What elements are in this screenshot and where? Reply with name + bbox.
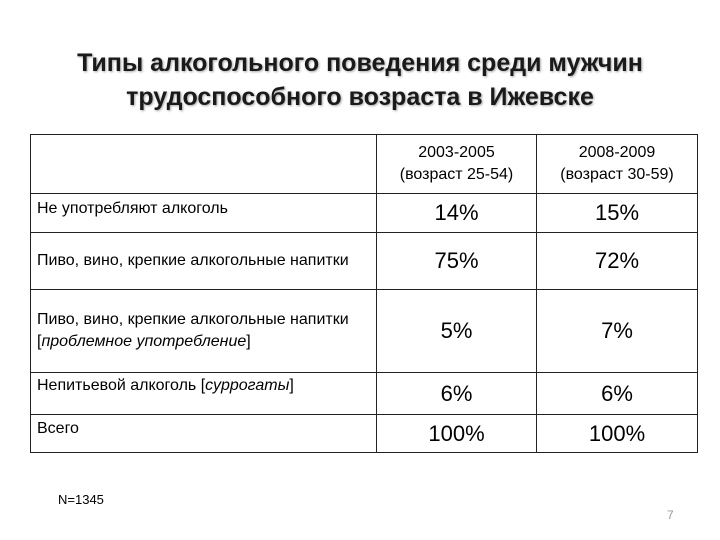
- header-age-2: (возраст 30-59): [560, 166, 674, 183]
- row-value-2003: 14%: [376, 193, 537, 233]
- row-label-bracket-open: [: [200, 377, 206, 394]
- row-label-main: Непитьевой алкоголь: [37, 377, 197, 394]
- table-row: Пиво, вино, крепкие алкогольные напитки …: [30, 289, 698, 373]
- title-line-1: Типы алкогольного поведения среди мужчин: [77, 49, 643, 77]
- row-label-italic: суррогаты: [205, 377, 290, 394]
- alcohol-behavior-table: 2003-2005 (возраст 25-54) 2008-2009 (воз…: [30, 134, 698, 453]
- table-header-row: 2003-2005 (возраст 25-54) 2008-2009 (воз…: [30, 134, 698, 194]
- row-label-bracket-close: ]: [289, 377, 294, 394]
- row-label: Непитьевой алкоголь [суррогаты]: [30, 372, 377, 415]
- row-value-2008: 72%: [536, 232, 698, 290]
- header-age-1: (возраст 25-54): [399, 166, 514, 183]
- slide-title: Типы алкогольного поведения среди мужчин…: [0, 46, 720, 114]
- row-value-2003: 100%: [376, 414, 537, 453]
- header-period-1: 2003-2005: [418, 144, 495, 161]
- row-label-bracket-open: [: [37, 333, 42, 350]
- row-value-2008: 15%: [536, 193, 698, 233]
- header-empty-cell: [30, 134, 377, 194]
- table-row: Пиво, вино, крепкие алкогольные напитки …: [30, 232, 698, 290]
- row-value-2003: 75%: [376, 232, 537, 290]
- header-period-2: 2008-2009: [578, 144, 656, 161]
- page-number: 7: [667, 508, 674, 522]
- row-label-bracket-close: ]: [246, 333, 251, 350]
- row-label: Не употребляют алкоголь: [30, 193, 377, 233]
- row-value-2003: 6%: [376, 372, 537, 415]
- row-label: Всего: [30, 414, 377, 453]
- row-label-italic: проблемное употребление: [41, 333, 247, 350]
- header-cell-period-1: 2003-2005 (возраст 25-54): [376, 134, 537, 194]
- title-line-2: трудоспособного возраста в Ижевске: [126, 83, 594, 111]
- row-label: Пиво, вино, крепкие алкогольные напитки: [30, 232, 377, 290]
- table-row: Не употребляют алкоголь 14% 15%: [30, 193, 698, 233]
- row-label: Пиво, вино, крепкие алкогольные напитки …: [30, 289, 377, 373]
- row-label-main: Пиво, вино, крепкие алкогольные напитки: [37, 311, 349, 328]
- header-cell-period-2: 2008-2009 (возраст 30-59): [536, 134, 698, 194]
- row-value-2008: 6%: [536, 372, 698, 415]
- table-row: Непитьевой алкоголь [суррогаты] 6% 6%: [30, 372, 698, 415]
- row-value-2008: 100%: [536, 414, 698, 453]
- table-row: Всего 100% 100%: [30, 414, 698, 453]
- row-value-2008: 7%: [536, 289, 698, 373]
- row-value-2003: 5%: [376, 289, 537, 373]
- sample-size-note: N=1345: [58, 492, 104, 507]
